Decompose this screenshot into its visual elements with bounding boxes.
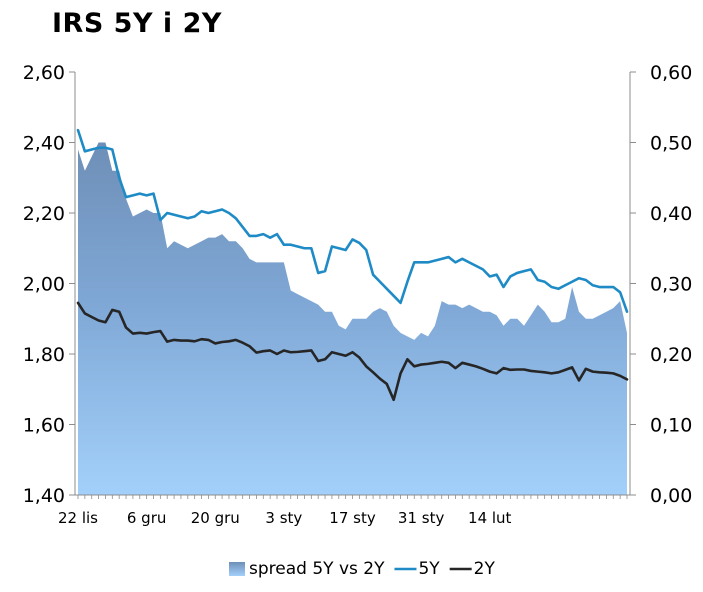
y-right-tick-label: 0,10: [650, 415, 692, 437]
x-tick-label: 31 sty: [398, 509, 445, 527]
axes-layer: 1,40 1,60 1,80 2,00 2,20 2,40 2,60 0,00 0,10 0,20…: [23, 62, 693, 527]
spread-area-layer: [78, 142, 627, 495]
legend-label: 5Y: [418, 559, 440, 579]
y-right-tick-label: 0,60: [650, 62, 692, 84]
series-line-2y: [76, 301, 629, 402]
x-tick-label: 17 sty: [329, 509, 376, 527]
x-tick-label: 20 gru: [191, 509, 240, 527]
y-left-tick-label: 2,40: [23, 133, 65, 155]
y-right-tick-label: 0,50: [650, 133, 692, 155]
y-left-tick-label: 2,60: [23, 62, 65, 84]
y-left-tick-label: 1,60: [23, 415, 65, 437]
x-tick-label: 6 gru: [127, 509, 167, 527]
y-right-tick-label: 0,30: [650, 274, 692, 296]
y-right-tick-label: 0,20: [650, 344, 692, 366]
series-line-5y: [76, 128, 629, 314]
y-left-tick-label: 1,40: [23, 485, 65, 507]
chart-title: IRS 5Y i 2Y: [52, 8, 222, 39]
y-left-tick-label: 2,20: [23, 203, 65, 225]
series-spread-5y-vs-2y-area: [78, 142, 627, 495]
line-series-layer: [76, 128, 629, 402]
legend-label: 2Y: [474, 559, 496, 579]
y-right-tick-label: 0,00: [650, 485, 692, 507]
y-left-tick-label: 2,00: [23, 274, 65, 296]
x-tick-label: 14 lut: [468, 509, 512, 527]
x-tick-label: 22 lis: [58, 509, 98, 527]
x-tick-label: 3 sty: [265, 509, 302, 527]
y-left-tick-label: 1,80: [23, 344, 65, 366]
legend-label: spread 5Y vs 2Y: [249, 559, 385, 579]
legend: spread 5Y vs 2Y 5Y 2Y: [229, 559, 495, 579]
y-right-tick-label: 0,40: [650, 203, 692, 225]
legend-swatch-area: [229, 562, 245, 576]
